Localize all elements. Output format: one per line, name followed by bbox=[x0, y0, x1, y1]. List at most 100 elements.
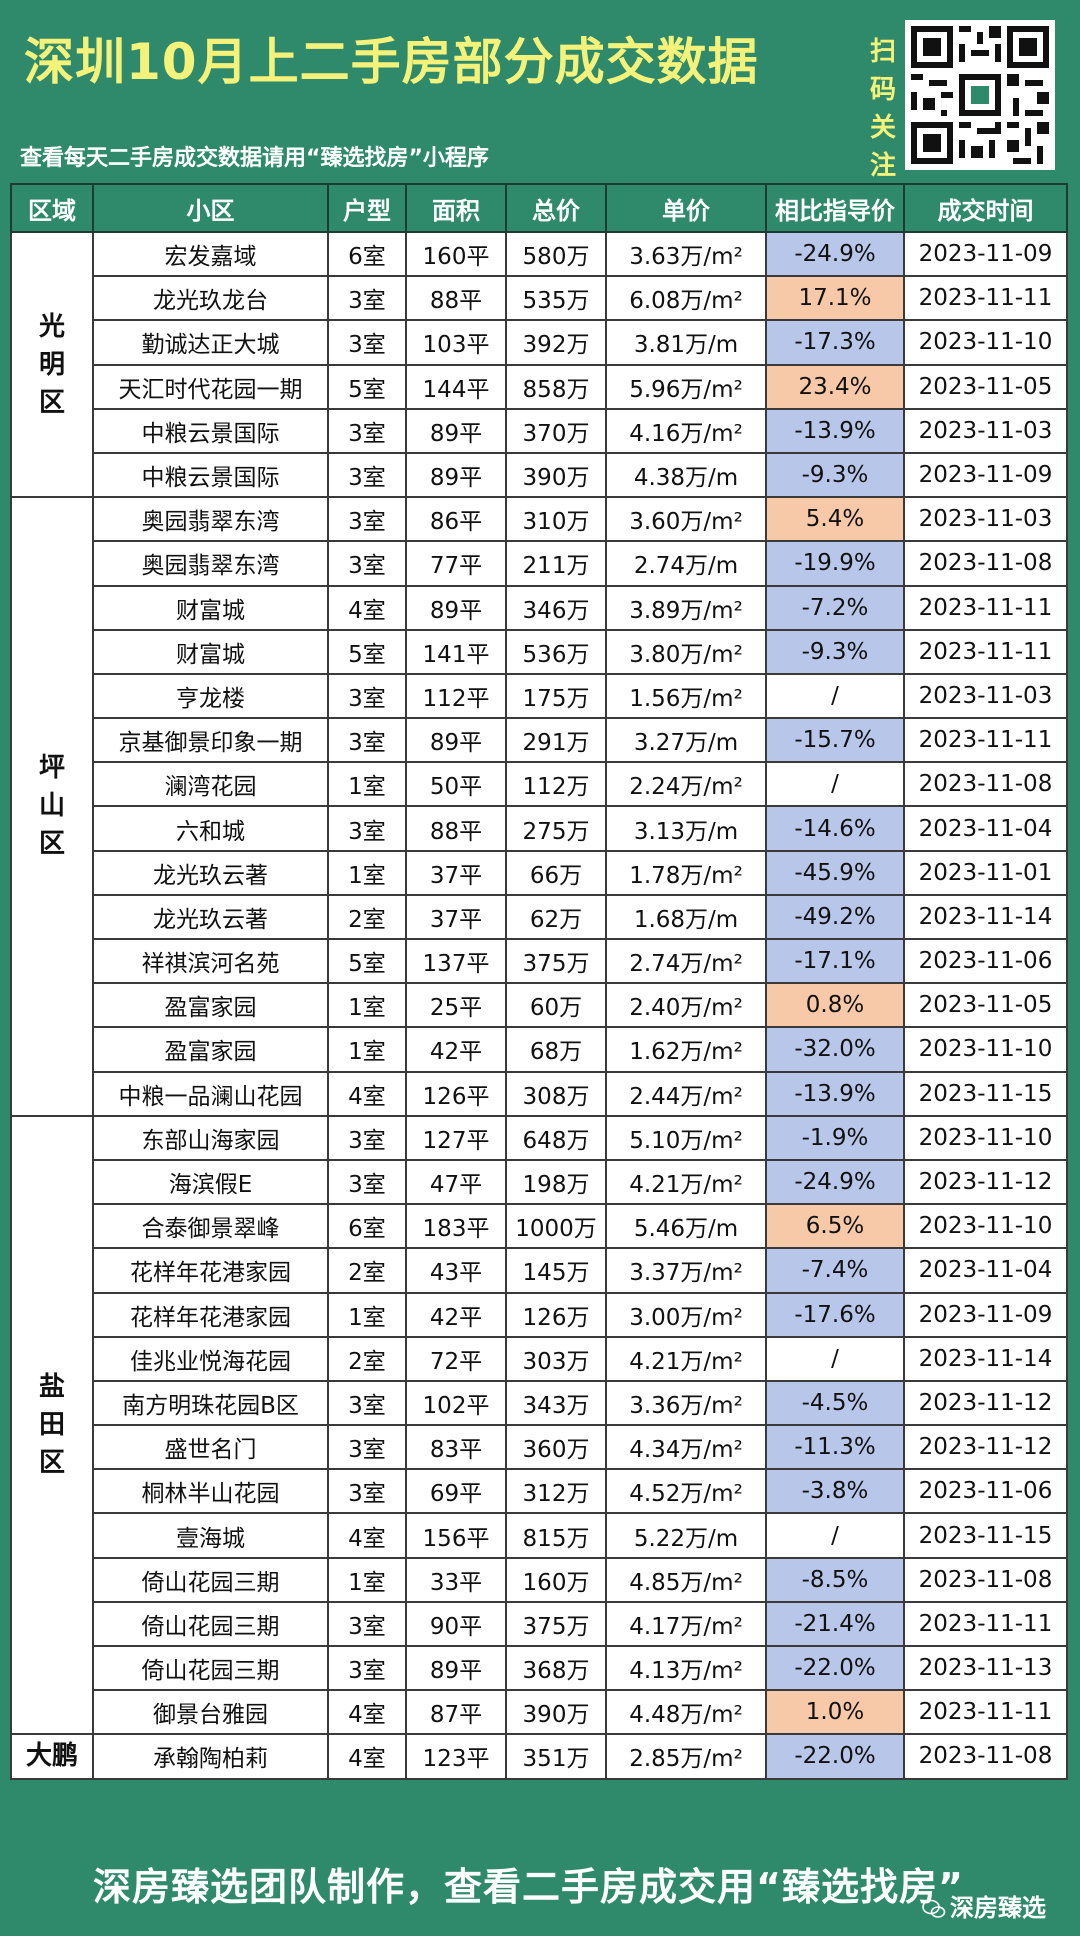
layout-cell: 3室 bbox=[327, 1379, 407, 1427]
community-cell: 六和城 bbox=[92, 805, 329, 852]
district-char: 坪 bbox=[38, 753, 65, 784]
unit-price-cell: 3.89万/m² bbox=[605, 584, 767, 631]
area-cell: 144平 bbox=[405, 363, 507, 410]
layout-cell: 1室 bbox=[327, 761, 407, 808]
page-title: 深圳10月上二手房部分成交数据 bbox=[24, 33, 759, 91]
district-char: 区 bbox=[38, 829, 65, 860]
layout-cell: 3室 bbox=[327, 540, 407, 587]
transaction-table: 区域 小区 户型 面积 总价 单价 相比指导价 成交时间 光明区宏发嘉域 6室 16… bbox=[10, 183, 1068, 1780]
layout-cell: 3室 bbox=[327, 407, 407, 454]
district-char: 区 bbox=[38, 1448, 65, 1479]
total-price-cell: 375万 bbox=[505, 937, 607, 985]
date-cell: 2023-11-12 bbox=[903, 1424, 1068, 1471]
layout-cell: 1室 bbox=[327, 982, 407, 1029]
total-price-cell: 368万 bbox=[505, 1644, 607, 1692]
total-price-cell: 858万 bbox=[505, 363, 607, 410]
community-cell: 财富城 bbox=[92, 628, 329, 675]
unit-price-cell: 1.62万/m² bbox=[605, 1026, 767, 1073]
date-cell: 2023-11-12 bbox=[903, 1379, 1068, 1427]
layout-cell: 1室 bbox=[327, 1556, 407, 1603]
layout-cell: 4室 bbox=[327, 1733, 407, 1780]
area-cell: 25平 bbox=[405, 982, 507, 1029]
area-cell: 123平 bbox=[405, 1733, 507, 1780]
date-cell: 2023-11-10 bbox=[903, 319, 1068, 366]
table-row: 花样年花港家园 1室 42平 126万 3.00万/m² -17.6% 2023-11-09 bbox=[11, 1291, 1068, 1338]
unit-price-cell: 4.21万/m² bbox=[605, 1158, 767, 1206]
total-price-cell: 535万 bbox=[505, 275, 607, 322]
total-price-cell: 145万 bbox=[505, 1247, 607, 1294]
layout-cell: 3室 bbox=[327, 496, 407, 543]
community-cell: 盈富家园 bbox=[92, 982, 329, 1029]
unit-price-cell: 5.46万/m bbox=[605, 1203, 767, 1250]
table-row: 奥园翡翠东湾 3室 77平 211万 2.74万/m -19.9% 2023-11-08 bbox=[11, 540, 1068, 587]
column-header: 户型 bbox=[327, 183, 407, 233]
area-cell: 37平 bbox=[405, 849, 507, 896]
guide-diff-cell: -24.9% bbox=[765, 1158, 905, 1206]
district-cell: 大鹏 bbox=[10, 1733, 94, 1780]
layout-cell: 3室 bbox=[327, 451, 407, 499]
total-price-cell: 211万 bbox=[505, 540, 607, 587]
guide-diff-cell: -49.2% bbox=[765, 893, 905, 941]
layout-cell: 2室 bbox=[327, 1247, 407, 1294]
community-cell: 东部山海家园 bbox=[92, 1114, 329, 1161]
date-cell: 2023-11-11 bbox=[903, 1689, 1068, 1736]
guide-diff-cell: -17.3% bbox=[765, 319, 905, 366]
table-row: 财富城 4室 89平 346万 3.89万/m² -7.2% 2023-11-11 bbox=[11, 584, 1068, 631]
table-row: 盈富家园 1室 25平 60万 2.40万/m² 0.8% 2023-11-05 bbox=[11, 982, 1068, 1029]
area-cell: 137平 bbox=[405, 937, 507, 985]
total-price-cell: 390万 bbox=[505, 451, 607, 499]
unit-price-cell: 2.74万/m² bbox=[605, 937, 767, 985]
date-cell: 2023-11-08 bbox=[903, 1556, 1068, 1603]
date-cell: 2023-11-03 bbox=[903, 496, 1068, 543]
unit-price-cell: 2.74万/m bbox=[605, 540, 767, 587]
guide-diff-cell: -45.9% bbox=[765, 849, 905, 896]
table-row: 祥祺滨河名苑 5室 137平 375万 2.74万/m² -17.1% 2023-11-06 bbox=[11, 937, 1068, 985]
date-cell: 2023-11-09 bbox=[903, 1291, 1068, 1338]
date-cell: 2023-11-15 bbox=[903, 1070, 1068, 1117]
layout-cell: 5室 bbox=[327, 937, 407, 985]
unit-price-cell: 3.63万/m² bbox=[605, 230, 767, 278]
date-cell: 2023-11-10 bbox=[903, 1026, 1068, 1073]
layout-cell: 4室 bbox=[327, 1070, 407, 1117]
area-cell: 33平 bbox=[405, 1556, 507, 1603]
area-cell: 42平 bbox=[405, 1026, 507, 1073]
table-body: 光明区宏发嘉域 6室 160平 580万 3.63万/m² -24.9% 2023-11-0… bbox=[10, 230, 1068, 1780]
unit-price-cell: 3.27万/m bbox=[605, 717, 767, 764]
area-cell: 69平 bbox=[405, 1468, 507, 1515]
layout-cell: 2室 bbox=[327, 1335, 407, 1382]
unit-price-cell: 2.44万/m² bbox=[605, 1070, 767, 1117]
unit-price-cell: 2.85万/m² bbox=[605, 1733, 767, 1780]
community-cell: 南方明珠花园B区 bbox=[92, 1379, 329, 1427]
table-row: 壹海城 4室 156平 815万 5.22万/m/2023-11-15 bbox=[11, 1512, 1068, 1559]
table-row: 佳兆业悦海花园 2室 72平 303万 4.21万/m²/2023-11-14 bbox=[11, 1335, 1068, 1382]
unit-price-cell: 4.38万/m bbox=[605, 451, 767, 499]
date-cell: 2023-11-12 bbox=[903, 1158, 1068, 1206]
date-cell: 2023-11-01 bbox=[903, 849, 1068, 896]
table-row: 天汇时代花园一期 5室 144平 858万 5.96万/m² 23.4% 2023-11-0… bbox=[11, 363, 1068, 410]
guide-diff-cell: -4.5% bbox=[765, 1379, 905, 1427]
scan-char: 扫 bbox=[869, 37, 896, 67]
column-header: 面积 bbox=[405, 183, 507, 233]
date-cell: 2023-11-11 bbox=[903, 628, 1068, 675]
date-cell: 2023-11-06 bbox=[903, 937, 1068, 985]
guide-diff-cell: -19.9% bbox=[765, 540, 905, 587]
community-cell: 承翰陶柏莉 bbox=[92, 1733, 329, 1780]
layout-cell: 3室 bbox=[327, 672, 407, 720]
date-cell: 2023-11-11 bbox=[903, 275, 1068, 322]
scan-char: 码 bbox=[869, 75, 896, 105]
guide-diff-cell: -13.9% bbox=[765, 407, 905, 454]
unit-price-cell: 3.60万/m² bbox=[605, 496, 767, 543]
district-cell: 坪山区 bbox=[10, 496, 94, 1117]
area-cell: 86平 bbox=[405, 496, 507, 543]
unit-price-cell: 4.52万/m² bbox=[605, 1468, 767, 1515]
total-price-cell: 580万 bbox=[505, 230, 607, 278]
date-cell: 2023-11-14 bbox=[903, 893, 1068, 941]
community-cell: 御景台雅园 bbox=[92, 1689, 329, 1736]
unit-price-cell: 4.85万/m² bbox=[605, 1556, 767, 1603]
unit-price-cell: 5.96万/m² bbox=[605, 363, 767, 410]
guide-diff-cell: -22.0% bbox=[765, 1644, 905, 1692]
layout-cell: 2室 bbox=[327, 893, 407, 941]
area-cell: 89平 bbox=[405, 1644, 507, 1692]
guide-diff-cell: -1.9% bbox=[765, 1114, 905, 1161]
area-cell: 126平 bbox=[405, 1070, 507, 1117]
